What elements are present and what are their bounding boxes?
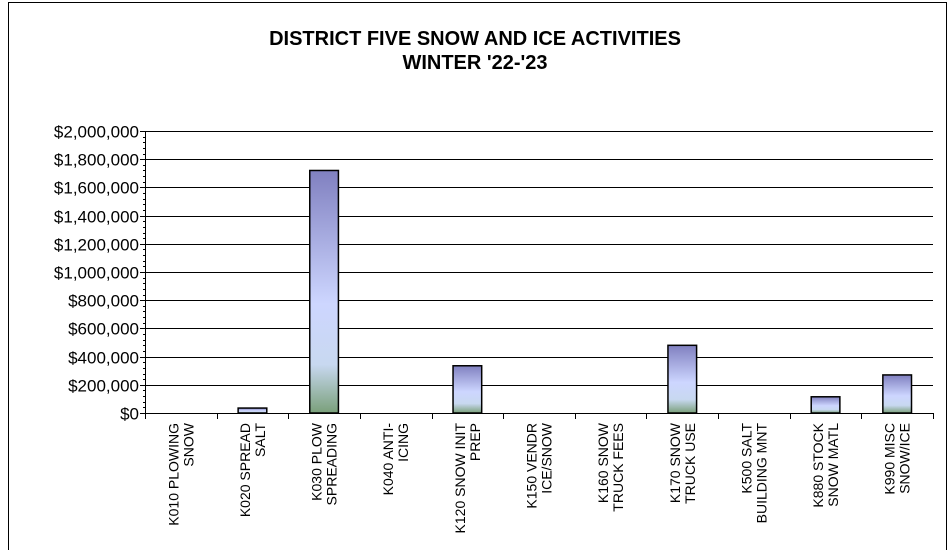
y-tick-label: $1,200,000	[54, 236, 139, 255]
bar	[667, 344, 698, 414]
y-tick-label: $0	[120, 405, 139, 424]
y-axis-ticks: $0 $200,000 $400,000 $600,000 $800,000 $1,000…	[54, 123, 139, 424]
y-tick-label: $1,400,000	[54, 208, 139, 227]
bar	[309, 169, 340, 414]
gridlines	[145, 131, 933, 386]
bar	[452, 365, 483, 414]
x-tick-label: K500 SALTBUILDING MNT	[738, 423, 769, 524]
x-tick-label: K160 SNOWTRUCK FEES	[595, 422, 626, 511]
x-tick-label: K120 SNOW INITPREP	[452, 423, 483, 534]
chart-title: DISTRICT FIVE SNOW AND ICE ACTIVITIES WI…	[0, 27, 950, 75]
y-tick-label: $800,000	[68, 292, 139, 311]
chart-title-line-1: DISTRICT FIVE SNOW AND ICE ACTIVITIES	[269, 28, 681, 50]
axes	[140, 131, 934, 419]
x-tick-label: K880 STOCKSNOW MATL	[810, 422, 841, 507]
x-tick-label: K170 SNOWTRUCK USE	[667, 422, 698, 504]
x-tick-label: K990 MISCSNOW/ICE	[882, 423, 913, 495]
bar	[810, 396, 841, 414]
x-tick-label: K150 VENDRICE/SNOW	[524, 422, 555, 508]
y-tick-label: $1,800,000	[54, 151, 139, 170]
y-tick-label: $600,000	[68, 320, 139, 339]
x-tick-label: K010 PLOWINGSNOW	[165, 422, 196, 525]
x-axis-ticks: K010 PLOWINGSNOW K020 SPREADSALT K030 PLOW…	[165, 422, 912, 533]
x-tick-label: K040 ANTI-ICING	[380, 423, 411, 496]
y-tick-label: $1,600,000	[54, 179, 139, 198]
y-tick-label: $1,000,000	[54, 264, 139, 283]
y-tick-label: $200,000	[68, 377, 139, 396]
x-tick-label: K030 PLOWSPREADING	[309, 422, 340, 505]
y-tick-label: $2,000,000	[54, 123, 139, 142]
bars	[237, 169, 913, 414]
x-tick-label: K020 SPREADSALT	[237, 423, 268, 518]
chart-title-line-2: WINTER '22-'23	[402, 52, 548, 74]
bar	[237, 407, 268, 414]
bar	[882, 374, 913, 414]
y-tick-label: $400,000	[68, 349, 139, 368]
chart-area	[8, 2, 947, 550]
